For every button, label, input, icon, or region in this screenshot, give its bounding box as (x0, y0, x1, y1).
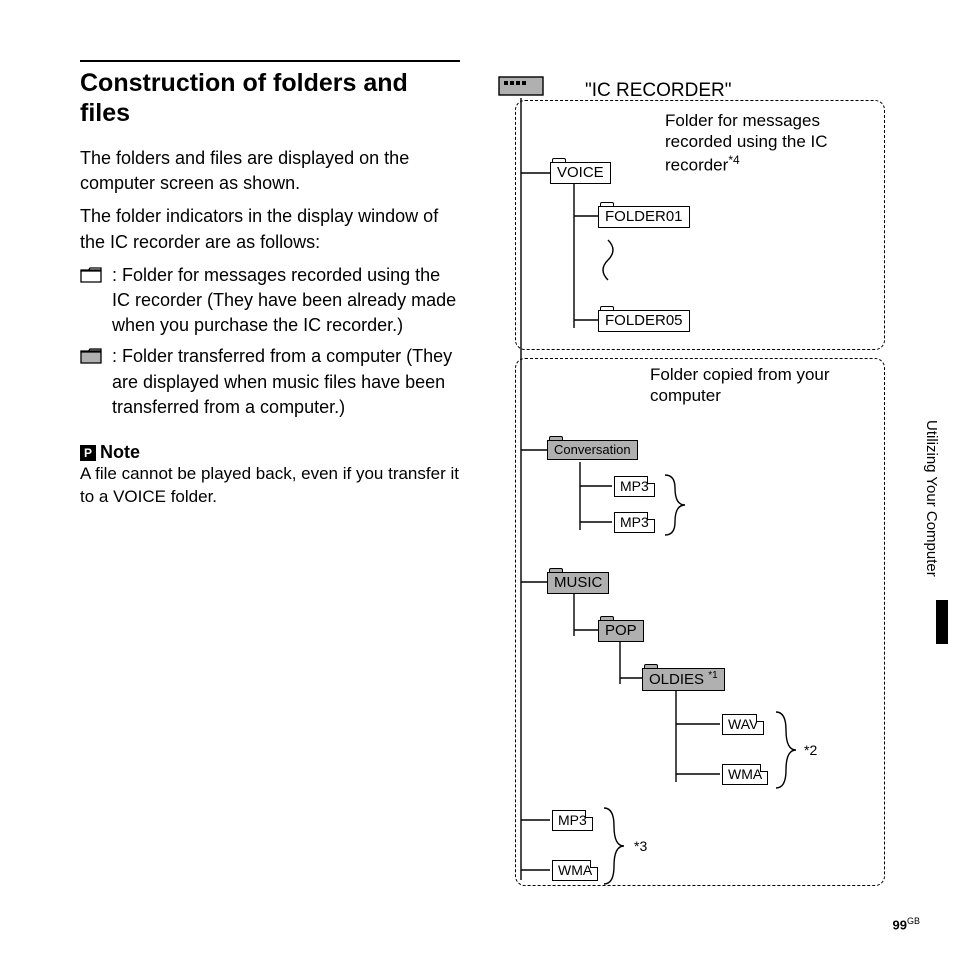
legend-text-gray: : Folder transferred from a computer (Th… (108, 344, 460, 420)
note-icon: P (80, 445, 96, 461)
caption-recorder: Folder for messages recorded using the I… (665, 110, 880, 175)
folder-voice: VOICE (550, 162, 611, 184)
intro-para-1: The folders and files are displayed on t… (80, 146, 460, 196)
page-number-suffix: GB (907, 916, 920, 926)
legend-item-white: : Folder for messages recorded using the… (80, 263, 460, 339)
note-label: Note (100, 442, 140, 462)
folder-folder01: FOLDER01 (598, 206, 690, 228)
folder-oldies: OLDIES *1 (642, 668, 725, 691)
page: Construction of folders and files The fo… (0, 0, 954, 954)
folder-tree-diagram: "IC RECORDER" Folder for messages record… (490, 60, 890, 890)
file-wma-2: WMA (552, 860, 598, 881)
folder-white-icon (80, 263, 108, 289)
legend-text-white: : Folder for messages recorded using the… (108, 263, 460, 339)
page-number: 99GB (893, 916, 920, 932)
side-index-tab (936, 600, 948, 644)
left-column: Construction of folders and files The fo… (80, 60, 460, 509)
folder-conversation: Conversation (547, 440, 638, 460)
folder-pop: POP (598, 620, 644, 642)
caption-computer: Folder copied from your computer (650, 364, 880, 407)
file-mp3-3: MP3 (552, 810, 593, 831)
folder-gray-icon (80, 344, 108, 370)
file-wma: WMA (722, 764, 768, 785)
folder-folder05: FOLDER05 (598, 310, 690, 332)
folder-music: MUSIC (547, 572, 609, 594)
root-label: "IC RECORDER" (585, 80, 732, 102)
file-wav: WAV (722, 714, 764, 735)
file-mp3-2: MP3 (614, 512, 655, 533)
ref-3: *3 (634, 838, 647, 854)
note-body: A file cannot be played back, even if yo… (80, 463, 460, 509)
caption-recorder-text: Folder for messages recorded using the I… (665, 111, 828, 174)
legend-item-gray: : Folder transferred from a computer (Th… (80, 344, 460, 420)
oldies-ref: *1 (708, 670, 717, 681)
ref-2: *2 (804, 742, 817, 758)
intro-para-2: The folder indicators in the display win… (80, 204, 460, 254)
section-heading: Construction of folders and files (80, 68, 440, 128)
page-number-value: 99 (893, 917, 907, 932)
file-mp3-1: MP3 (614, 476, 655, 497)
side-section-label: Utilizing Your Computer (923, 420, 940, 577)
note-heading: PNote (80, 442, 460, 463)
horizontal-rule (80, 60, 460, 62)
caption-recorder-ref: *4 (728, 153, 739, 167)
dashed-box-computer (515, 358, 885, 886)
